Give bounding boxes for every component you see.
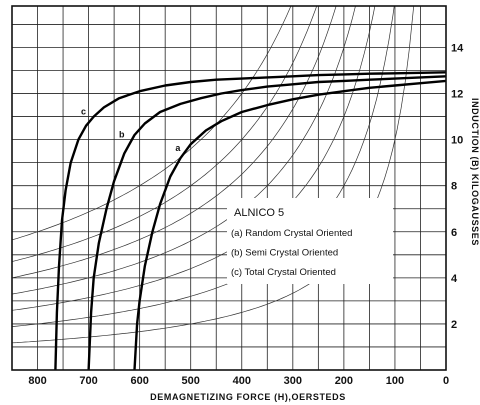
y-tick-labels: 2 4 6 8 10 12 14 [451, 42, 464, 330]
x-tick-labels: 800 700 600 500 400 300 200 100 0 [28, 375, 449, 387]
legend: ALNICO 5 (a) Random Crystal Oriented (b)… [227, 198, 393, 284]
x-tick-label: 200 [335, 375, 353, 387]
legend-title: ALNICO 5 [234, 207, 284, 219]
x-tick-label: 600 [130, 375, 148, 387]
x-tick-label: 400 [233, 375, 251, 387]
y-tick-label: 10 [451, 135, 463, 147]
x-tick-label: 300 [284, 375, 302, 387]
curve-a [133, 79, 446, 370]
x-axis-label: DEMAGNETIZING FORCE (H),OERSTEDS [150, 392, 346, 402]
energy-product-curves [12, 6, 414, 344]
legend-entry-b: (b) Semi Crystal Oriented [231, 248, 338, 259]
y-tick-label: 12 [451, 89, 463, 101]
legend-entry-c: (c) Total Crystal Oriented [231, 267, 336, 278]
y-tick-label: 8 [451, 181, 457, 193]
plot-frame [11, 5, 447, 371]
energy-product-curve [12, 6, 414, 344]
energy-product-curve [12, 6, 376, 311]
y-tick-label: 14 [451, 42, 464, 54]
y-tick-label: 6 [451, 227, 457, 239]
energy-product-curve [12, 6, 356, 295]
curve-label-a: a [175, 143, 181, 153]
x-tick-label: 100 [386, 375, 404, 387]
energy-product-curve [12, 6, 337, 279]
x-tick-label: 500 [182, 375, 200, 387]
legend-entry-a: (a) Random Crystal Oriented [231, 228, 352, 239]
grid [11, 6, 447, 370]
x-tick-label: 800 [28, 375, 46, 387]
y-tick-label: 4 [451, 273, 458, 285]
y-axis-label: INDUCTION (B) KILOGAUSSES [470, 98, 480, 246]
curve-c [54, 71, 446, 370]
x-tick-label: 700 [79, 375, 97, 387]
x-tick-label: 0 [443, 375, 449, 387]
legend-box [227, 198, 393, 284]
curve-b [87, 75, 446, 370]
curve-labels: a b c [81, 106, 181, 153]
y-tick-label: 2 [451, 319, 457, 331]
curve-label-b: b [119, 129, 125, 139]
curve-label-c: c [81, 106, 86, 116]
energy-product-curve [12, 6, 395, 327]
series-layer [54, 71, 446, 370]
